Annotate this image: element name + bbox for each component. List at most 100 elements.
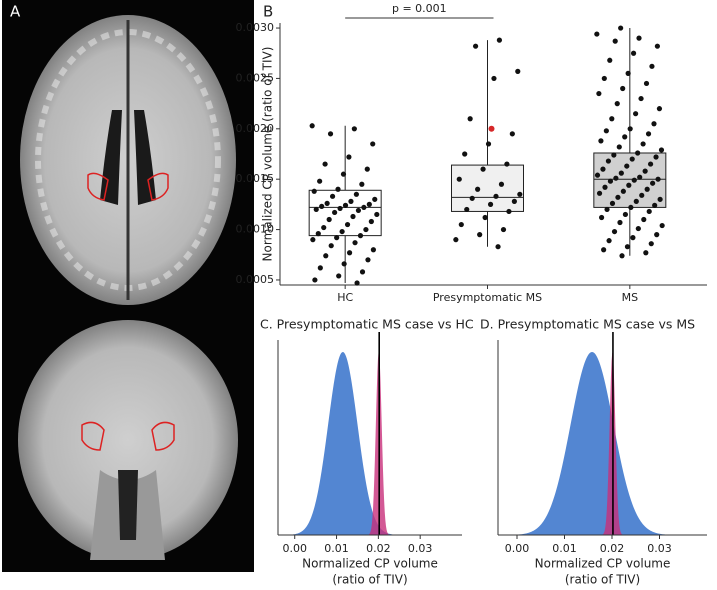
- data-point: [517, 191, 523, 197]
- data-point: [326, 216, 332, 223]
- data-point: [622, 134, 628, 140]
- x-tick-label: 0.00: [505, 542, 530, 555]
- data-point: [646, 208, 652, 215]
- data-point: [624, 244, 631, 250]
- data-point: [341, 261, 347, 267]
- data-point: [628, 204, 634, 211]
- data-point: [368, 218, 374, 225]
- data-point: [594, 172, 601, 178]
- data-point: [659, 222, 665, 229]
- data-point: [620, 188, 626, 194]
- data-point: [337, 205, 343, 212]
- data-point: [635, 225, 641, 232]
- data-point: [630, 235, 636, 241]
- x-tick-label: 0.02: [600, 542, 625, 555]
- data-point: [615, 194, 621, 200]
- panel-label: B: [263, 3, 273, 21]
- x-tick-label: 0.01: [552, 542, 577, 555]
- data-point: [498, 181, 505, 187]
- x-tick-label: 0.00: [282, 542, 307, 555]
- data-point: [477, 232, 483, 238]
- data-point: [602, 184, 608, 190]
- y-tick-label: 0.0020: [236, 122, 275, 135]
- data-point: [515, 68, 521, 74]
- data-point: [334, 235, 340, 241]
- y-tick-label: 0.0010: [236, 223, 275, 236]
- significance-label: p = 0.001: [392, 2, 447, 15]
- data-point: [458, 221, 464, 228]
- data-point: [656, 106, 663, 112]
- panel-title: C. Presymptomatic MS case vs HC: [260, 317, 474, 332]
- data-point: [643, 250, 649, 256]
- data-point: [366, 201, 372, 207]
- data-point: [607, 57, 613, 63]
- data-point: [630, 50, 637, 56]
- x-tick-label: 0.01: [324, 542, 349, 555]
- data-point: [354, 280, 360, 286]
- data-point: [635, 150, 641, 156]
- data-point: [372, 196, 378, 202]
- data-point: [654, 232, 660, 238]
- data-point: [504, 161, 510, 167]
- data-point: [342, 202, 349, 208]
- x-tick-label: 0.03: [408, 542, 433, 555]
- data-point: [352, 240, 358, 246]
- data-point: [622, 211, 629, 218]
- data-point: [336, 273, 342, 279]
- data-point: [640, 141, 646, 147]
- data-point: [631, 177, 637, 183]
- data-point: [511, 198, 517, 204]
- data-point: [594, 31, 600, 37]
- data-point: [487, 201, 494, 207]
- y-axis-label: Normalized CP volume (ratio of TIV): [261, 47, 275, 262]
- data-point: [317, 265, 323, 271]
- data-point: [657, 196, 663, 202]
- data-point: [601, 75, 607, 82]
- highlight-point: [488, 125, 495, 132]
- density-area: [278, 352, 462, 535]
- data-point: [500, 226, 507, 233]
- data-point: [339, 228, 345, 235]
- data-point: [612, 38, 618, 44]
- data-point: [467, 116, 473, 122]
- data-point: [370, 141, 376, 147]
- x-tick-label: 0.03: [647, 542, 672, 555]
- data-point: [464, 206, 470, 213]
- data-point: [614, 101, 620, 107]
- y-tick-label: 0.0025: [236, 71, 275, 84]
- x-tick-label: Presymptomatic MS: [433, 291, 542, 304]
- data-point: [637, 174, 643, 180]
- data-point: [319, 203, 325, 209]
- data-point: [636, 35, 642, 41]
- data-point: [627, 126, 633, 132]
- data-point: [348, 198, 354, 204]
- data-point: [651, 121, 657, 127]
- data-point: [317, 178, 323, 184]
- data-point: [642, 168, 648, 174]
- data-point: [335, 186, 341, 192]
- data-point: [355, 207, 362, 214]
- data-point: [644, 186, 650, 192]
- x-tick-label: HC: [337, 291, 353, 304]
- data-point: [603, 128, 609, 134]
- data-point: [611, 228, 618, 235]
- data-point: [485, 141, 492, 147]
- x-tick-label: MS: [622, 291, 638, 304]
- data-point: [633, 198, 639, 204]
- data-point: [453, 237, 459, 243]
- data-point: [361, 204, 367, 211]
- data-point: [309, 123, 315, 129]
- data-point: [654, 43, 660, 49]
- data-point: [604, 206, 610, 213]
- data-point: [598, 214, 605, 221]
- data-point: [639, 192, 645, 198]
- data-point: [509, 131, 515, 137]
- data-point: [633, 111, 639, 117]
- data-point: [652, 202, 658, 208]
- data-point: [616, 144, 622, 150]
- y-tick-label: 0.0005: [236, 273, 275, 286]
- x-tick-label: 0.02: [366, 542, 391, 555]
- x-axis-label: Normalized CP volume: [302, 557, 438, 571]
- data-point: [641, 216, 647, 223]
- data-point: [359, 269, 366, 275]
